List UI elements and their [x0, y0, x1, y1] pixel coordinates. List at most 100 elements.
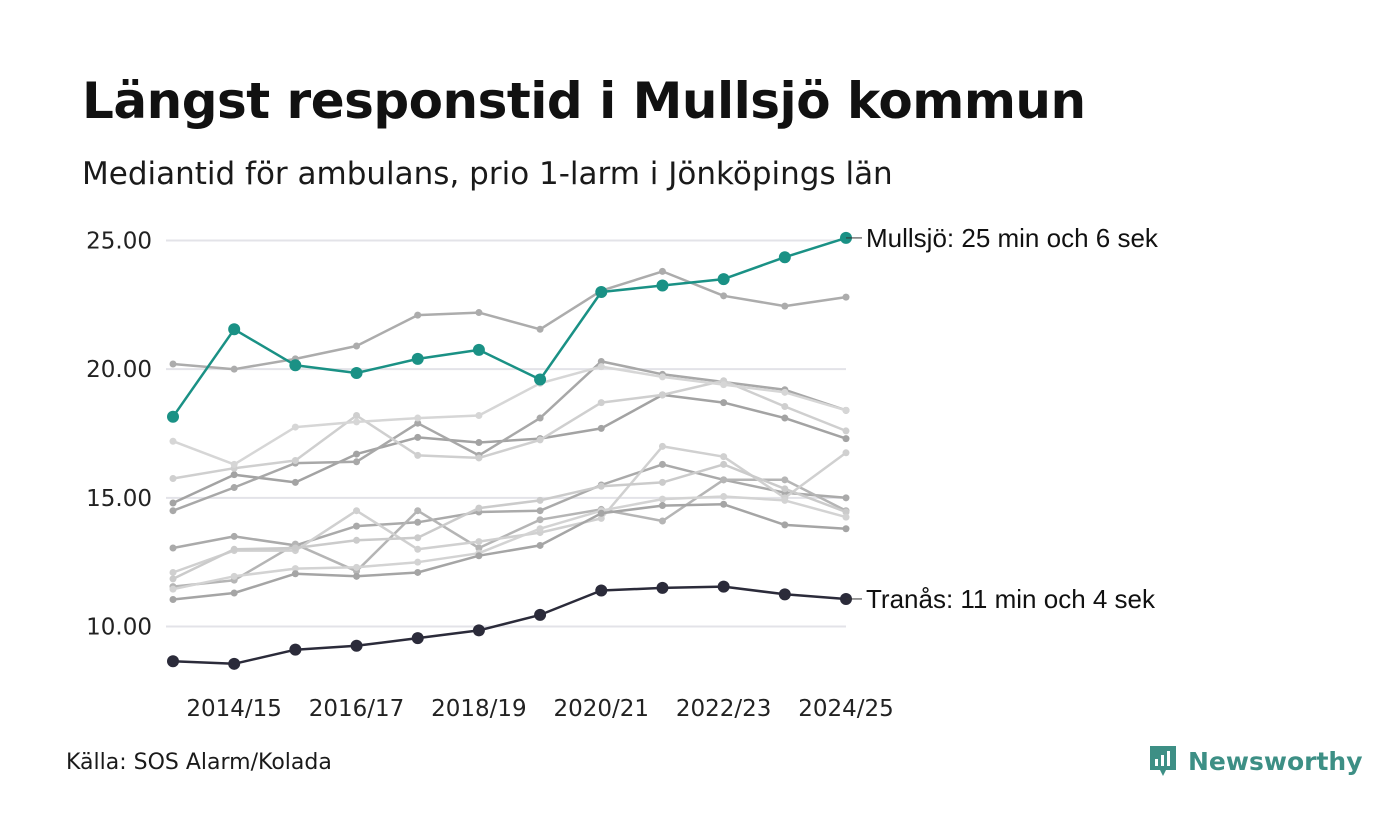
- other-series-12-point: [230, 589, 238, 597]
- series-tranas-point: [472, 624, 485, 637]
- series-tranas-point: [778, 588, 791, 601]
- other-series-10-point: [291, 544, 299, 552]
- other-series-9-line: [172, 445, 847, 574]
- other-series-8-point: [475, 544, 483, 552]
- other-series-6-line: [172, 365, 847, 466]
- other-series-3-point: [720, 399, 728, 407]
- other-series-6-point: [414, 414, 422, 422]
- other-series-5: [169, 377, 850, 483]
- other-series-6-point: [230, 460, 238, 468]
- y-tick-label: 15.00: [86, 486, 152, 512]
- x-tick-label: 2016/17: [309, 696, 405, 722]
- x-tick-label: 2014/15: [186, 696, 282, 722]
- other-series-12-point: [842, 525, 850, 533]
- other-series-8-point: [658, 517, 666, 525]
- other-series-10-point: [536, 496, 544, 504]
- other-series-2-point: [414, 311, 422, 319]
- other-series-6-point: [658, 373, 666, 381]
- brand-logo[interactable]: Newsworthy: [1148, 744, 1363, 778]
- series-annotation: Tranås: 11 min och 4 sek: [866, 584, 1156, 614]
- other-series-8: [169, 476, 850, 591]
- other-series-11-line: [172, 495, 847, 591]
- other-series-10-point: [720, 460, 728, 468]
- series-mullsjo-point: [350, 367, 363, 380]
- series-mullsjo-point: [595, 285, 608, 298]
- series-mullsjo-point: [472, 343, 485, 356]
- series-tranas-point: [595, 584, 608, 597]
- other-series-10-point: [842, 508, 850, 516]
- other-series-3-point: [169, 499, 177, 507]
- other-series-10-point: [658, 478, 666, 486]
- other-series-9-point: [597, 514, 605, 522]
- other-series-7-point: [353, 522, 361, 530]
- other-series-4-point: [169, 507, 177, 515]
- other-series-11-point: [169, 585, 177, 593]
- other-series-12: [169, 500, 850, 603]
- other-series-9-point: [658, 442, 666, 450]
- other-series-2-line: [172, 270, 847, 371]
- other-series-11-point: [536, 525, 544, 533]
- series-tranas-point: [656, 581, 669, 594]
- other-series-7-point: [230, 532, 238, 540]
- other-municipalities-series: [169, 267, 850, 603]
- other-series-8-point: [720, 476, 728, 484]
- other-series-11-point: [720, 493, 728, 501]
- y-tick-label: 25.00: [86, 229, 152, 255]
- other-series-11-point: [658, 495, 666, 503]
- series-mullsjo-point: [228, 323, 241, 336]
- other-series-12-point: [658, 502, 666, 510]
- other-series-9-point: [353, 507, 361, 515]
- y-tick-label: 10.00: [86, 615, 152, 641]
- other-series-5-line: [172, 379, 847, 480]
- other-series-10-point: [781, 485, 789, 493]
- other-series-5-point: [536, 436, 544, 444]
- other-series-5-point: [353, 411, 361, 419]
- other-series-2-point: [720, 292, 728, 300]
- other-series-11-point: [414, 558, 422, 566]
- other-series-3-point: [597, 424, 605, 432]
- other-series-6: [169, 363, 850, 468]
- other-series-2: [169, 267, 850, 373]
- other-series-5-point: [597, 399, 605, 407]
- other-series-2-point: [781, 302, 789, 310]
- other-series-5-point: [658, 391, 666, 399]
- other-series-3-point: [414, 433, 422, 441]
- x-axis-ticks: 2014/15 2016/17 2018/19 2020/21 2022/23 2024/…: [186, 696, 893, 722]
- bar-chart-icon: [1150, 746, 1176, 776]
- other-series-11-point: [353, 563, 361, 571]
- series-mullsjo-point: [289, 359, 302, 372]
- other-series-12-point: [291, 570, 299, 578]
- other-series-12-line: [172, 503, 847, 601]
- series-annotation: Mullsjö: 25 min och 6 sek: [866, 223, 1159, 253]
- series-mullsjo-point: [167, 410, 179, 423]
- other-series-12-point: [597, 509, 605, 517]
- other-series-6-point: [842, 406, 850, 414]
- other-series-3-point: [475, 439, 483, 447]
- other-series-7-point: [414, 518, 422, 526]
- other-series-2-point: [842, 293, 850, 301]
- x-tick-label: 2024/25: [798, 696, 894, 722]
- x-tick-label: 2020/21: [553, 696, 649, 722]
- other-series-4-point: [597, 357, 605, 365]
- other-series-9-point: [720, 453, 728, 461]
- other-series-10-point: [230, 545, 238, 553]
- other-series-2-point: [169, 360, 177, 368]
- other-series-12-point: [475, 552, 483, 560]
- other-series-8-point: [536, 516, 544, 524]
- other-series-7-point: [658, 460, 666, 468]
- source-note: Källa: SOS Alarm/Kolada: [66, 750, 332, 775]
- other-series-6-point: [720, 381, 728, 389]
- series-annotations: Mullsjö: 25 min och 6 sek Tranås: 11 min …: [846, 223, 1159, 614]
- other-series-2-point: [230, 365, 238, 373]
- series-tranas-point: [411, 632, 424, 645]
- series-tranas: [167, 580, 852, 670]
- other-series-12-point: [536, 541, 544, 549]
- other-series-7-line: [172, 463, 847, 550]
- other-series-7-point: [536, 507, 544, 515]
- other-series-6-point: [291, 423, 299, 431]
- other-series-12-point: [414, 568, 422, 576]
- other-series-11-point: [842, 513, 850, 521]
- highlighted-series: [167, 231, 852, 670]
- other-series-12-point: [169, 595, 177, 603]
- other-series-4-point: [230, 484, 238, 492]
